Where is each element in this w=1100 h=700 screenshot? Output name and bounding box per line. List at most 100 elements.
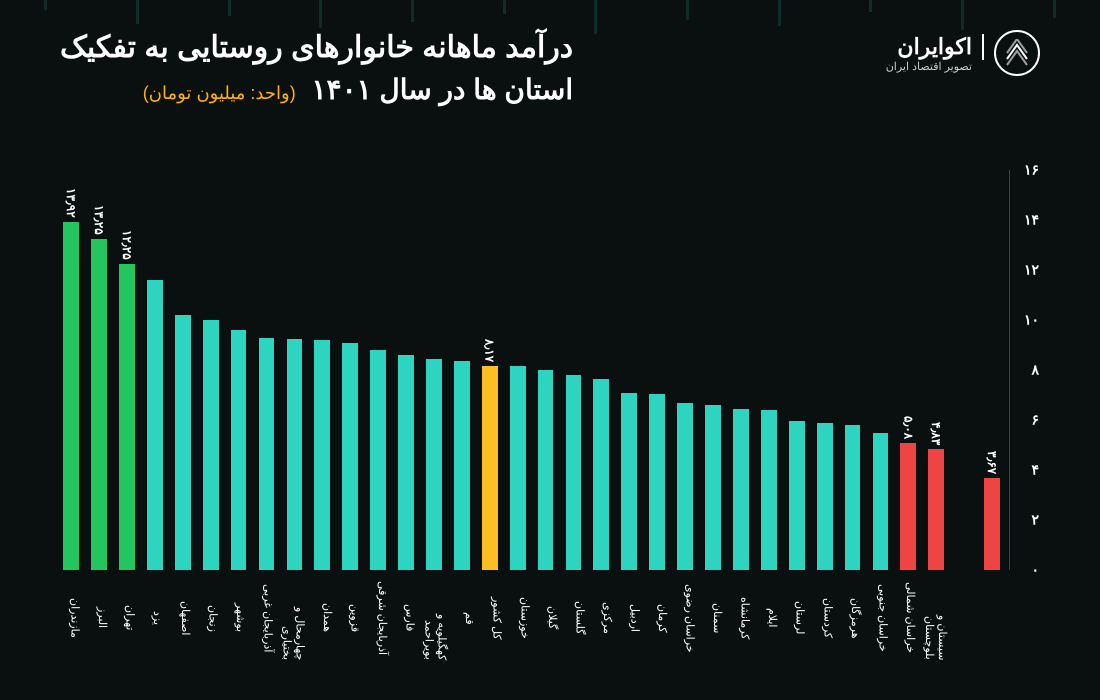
bar [733, 409, 749, 570]
x-label [982, 570, 1004, 660]
y-tick: ۸ [1031, 362, 1039, 379]
bar [873, 433, 889, 571]
x-label: کرمان [647, 570, 669, 660]
y-tick: ۱۰ [1024, 312, 1039, 329]
bar-wrap [144, 170, 166, 570]
bar [593, 379, 609, 570]
bar-wrap [730, 170, 752, 570]
y-tick: ۶ [1031, 412, 1039, 429]
bar-wrap: ۱۳٫۲۵ [88, 170, 110, 570]
bar-wrap [283, 170, 305, 570]
bar [175, 315, 191, 570]
unit-label: (واحد: میلیون تومان) [143, 83, 296, 103]
x-label: کل کشور [482, 570, 504, 660]
x-label: گیلان [537, 570, 559, 660]
title-year: استان ها در سال ۱۴۰۱ [311, 74, 573, 105]
bar-wrap [590, 170, 612, 570]
y-tick: ۲ [1031, 512, 1039, 529]
bar [538, 370, 554, 570]
bar [454, 361, 470, 570]
x-label: قزوین [340, 570, 362, 660]
bar-wrap [563, 170, 585, 570]
header: اکوایران تصویر اقتصاد ایران درآمد ماهانه… [60, 30, 1040, 106]
bar-wrap [953, 170, 975, 570]
x-axis-labels: مازندران البرزتهران یزداصفهان زنجانبوشهر آذر… [60, 570, 1004, 660]
bar-wrap [869, 170, 891, 570]
bar [342, 343, 358, 571]
y-tick: ۱۲ [1024, 262, 1039, 279]
bar [203, 320, 219, 570]
bars-container: ۱۳٫۹۲ ۱۳٫۲۵ ۱۲٫۲۵ ۸٫۱۷ ۵٫۰۸ ۴٫۸۳ ۳٫۶۷ [60, 170, 1003, 570]
x-label: اصفهان [170, 570, 192, 660]
bar [845, 425, 861, 570]
bar-wrap [423, 170, 445, 570]
x-label: آذربایجان غربی [253, 570, 275, 660]
bar-value-label: ۴٫۸۳ [929, 422, 943, 449]
bar-value-label: ۳٫۶۷ [985, 451, 999, 478]
bar [677, 403, 693, 571]
bar: ۱۲٫۲۵ [119, 264, 135, 570]
bar-wrap [311, 170, 333, 570]
x-label: فارس [395, 570, 417, 660]
bar-wrap [842, 170, 864, 570]
x-label: گلستان [565, 570, 587, 660]
bar [510, 366, 526, 570]
bar-wrap: ۱۲٫۲۵ [116, 170, 138, 570]
x-label: سمنان [703, 570, 725, 660]
bar: ۱۳٫۲۵ [91, 239, 107, 570]
bar-wrap [367, 170, 389, 570]
x-label: زنجان [198, 570, 220, 660]
bar [566, 375, 582, 570]
x-label: بوشهر [225, 570, 247, 660]
bar-wrap: ۵٫۰۸ [897, 170, 919, 570]
bar: ۸٫۱۷ [482, 366, 498, 570]
bar [231, 330, 247, 570]
bar-value-label: ۱۲٫۲۵ [120, 230, 134, 264]
bar-wrap [814, 170, 836, 570]
bar-value-label: ۱۳٫۲۵ [92, 205, 106, 239]
bar-wrap [256, 170, 278, 570]
x-label: کردستان [813, 570, 835, 660]
bar-value-label: ۸٫۱۷ [483, 339, 497, 366]
x-label: البرز [88, 570, 110, 660]
bar [398, 355, 414, 570]
brand-logo-icon [994, 30, 1040, 76]
bar-wrap: ۱۳٫۹۲ [60, 170, 82, 570]
bar [287, 339, 303, 570]
chart-title-line1: درآمد ماهانه خانوارهای روستایی به تفکیک [60, 30, 573, 65]
bar [259, 338, 275, 571]
x-label: مازندران [60, 570, 82, 660]
bar: ۵٫۰۸ [900, 443, 916, 570]
bar [705, 405, 721, 570]
x-label: خراسان شمالی [895, 570, 917, 660]
y-tick: ۴ [1031, 462, 1039, 479]
bar [817, 423, 833, 571]
bar-wrap [228, 170, 250, 570]
y-tick: ۱۴ [1024, 212, 1039, 229]
bar-wrap [618, 170, 640, 570]
bar [649, 394, 665, 570]
x-label: یزد [143, 570, 165, 660]
bar-value-label: ۵٫۰۸ [901, 416, 915, 443]
bar-wrap [395, 170, 417, 570]
bar-wrap [786, 170, 808, 570]
x-label: سیستان و بلوچستان [923, 570, 949, 660]
x-label: خوزستان [510, 570, 532, 660]
bar [789, 421, 805, 570]
brand-name: اکوایران [886, 34, 984, 60]
x-label [955, 570, 977, 660]
bar [761, 410, 777, 570]
x-label: خراسان جنوبی [868, 570, 890, 660]
x-label: تهران [115, 570, 137, 660]
bar: ۴٫۸۳ [928, 449, 944, 570]
bar-wrap: ۴٫۸۳ [925, 170, 947, 570]
bar-chart: ۰۲۴۶۸۱۰۱۲۱۴۱۶ ۱۳٫۹۲۱۳٫۲۵۱۲٫۲۵۸٫۱۷۵٫۰۸۴٫۸… [60, 170, 1045, 660]
bar [426, 359, 442, 570]
y-tick: ۰ [1031, 562, 1039, 579]
bar [147, 280, 163, 570]
chart-title-line2: استان ها در سال ۱۴۰۱ (واحد: میلیون تومان… [60, 73, 573, 106]
x-label: خراسان رضوی [675, 570, 697, 660]
x-label: هرمزگان [840, 570, 862, 660]
bar-value-label: ۱۳٫۹۲ [64, 188, 78, 222]
x-label: اردبیل [620, 570, 642, 660]
